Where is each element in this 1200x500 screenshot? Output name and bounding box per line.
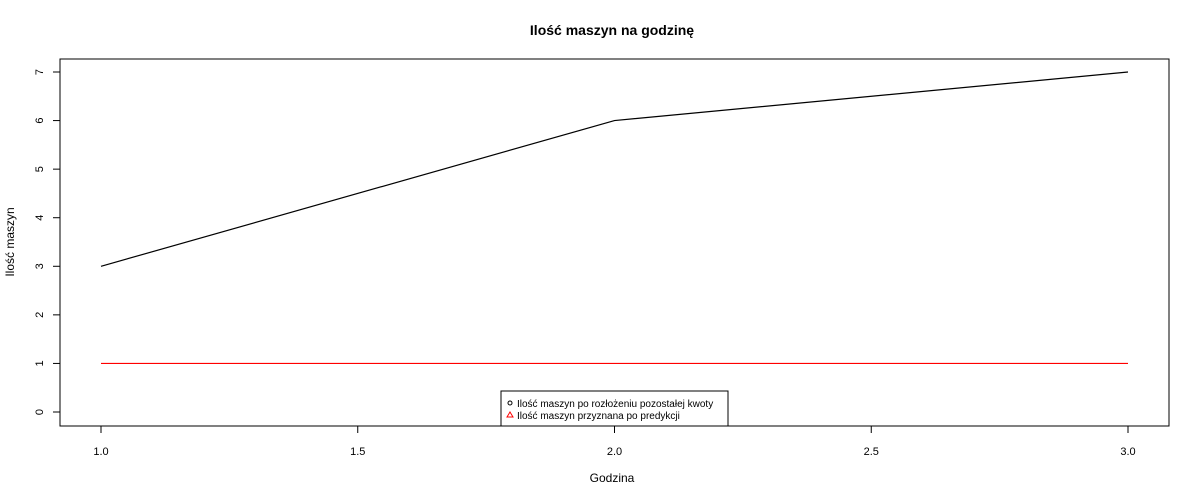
x-axis-label: Godzina <box>590 471 635 485</box>
y-tick-label: 0 <box>34 409 46 415</box>
y-tick-label: 2 <box>34 312 46 318</box>
y-tick-label: 1 <box>34 360 46 366</box>
x-tick-label: 1.5 <box>350 446 365 458</box>
y-axis: 0 1 2 3 4 5 6 7 <box>34 69 60 415</box>
x-axis: 1.0 1.5 2.0 2.5 3.0 <box>93 426 1136 458</box>
plot-frame <box>59 58 1170 427</box>
x-tick-label: 3.0 <box>1120 446 1135 458</box>
series-layer <box>100 71 1129 365</box>
x-tick-label: 2.5 <box>864 446 879 458</box>
x-tick-label: 1.0 <box>93 446 108 458</box>
chart-title: Ilość maszyn na godzinę <box>530 22 694 38</box>
legend-entry-series-1: Ilość maszyn po rozłożeniu pozostałej kw… <box>517 399 713 410</box>
legend-marker-circle <box>507 400 513 406</box>
y-tick-label: 7 <box>34 69 46 75</box>
legend-box <box>500 390 729 427</box>
series-line-1 <box>100 71 1129 267</box>
y-tick-label: 5 <box>34 166 46 172</box>
y-tick-label: 6 <box>34 118 46 124</box>
y-axis-label: Ilość maszyn <box>3 207 17 276</box>
x-tick-label: 2.0 <box>607 446 622 458</box>
y-tick-label: 4 <box>34 215 46 221</box>
legend: Ilość maszyn po rozłożeniu pozostałej kw… <box>500 390 729 427</box>
legend-marker-triangle <box>506 411 514 418</box>
legend-entry-series-2: Ilość maszyn przyznana po predykcji <box>517 411 680 422</box>
y-tick-label: 3 <box>34 263 46 269</box>
